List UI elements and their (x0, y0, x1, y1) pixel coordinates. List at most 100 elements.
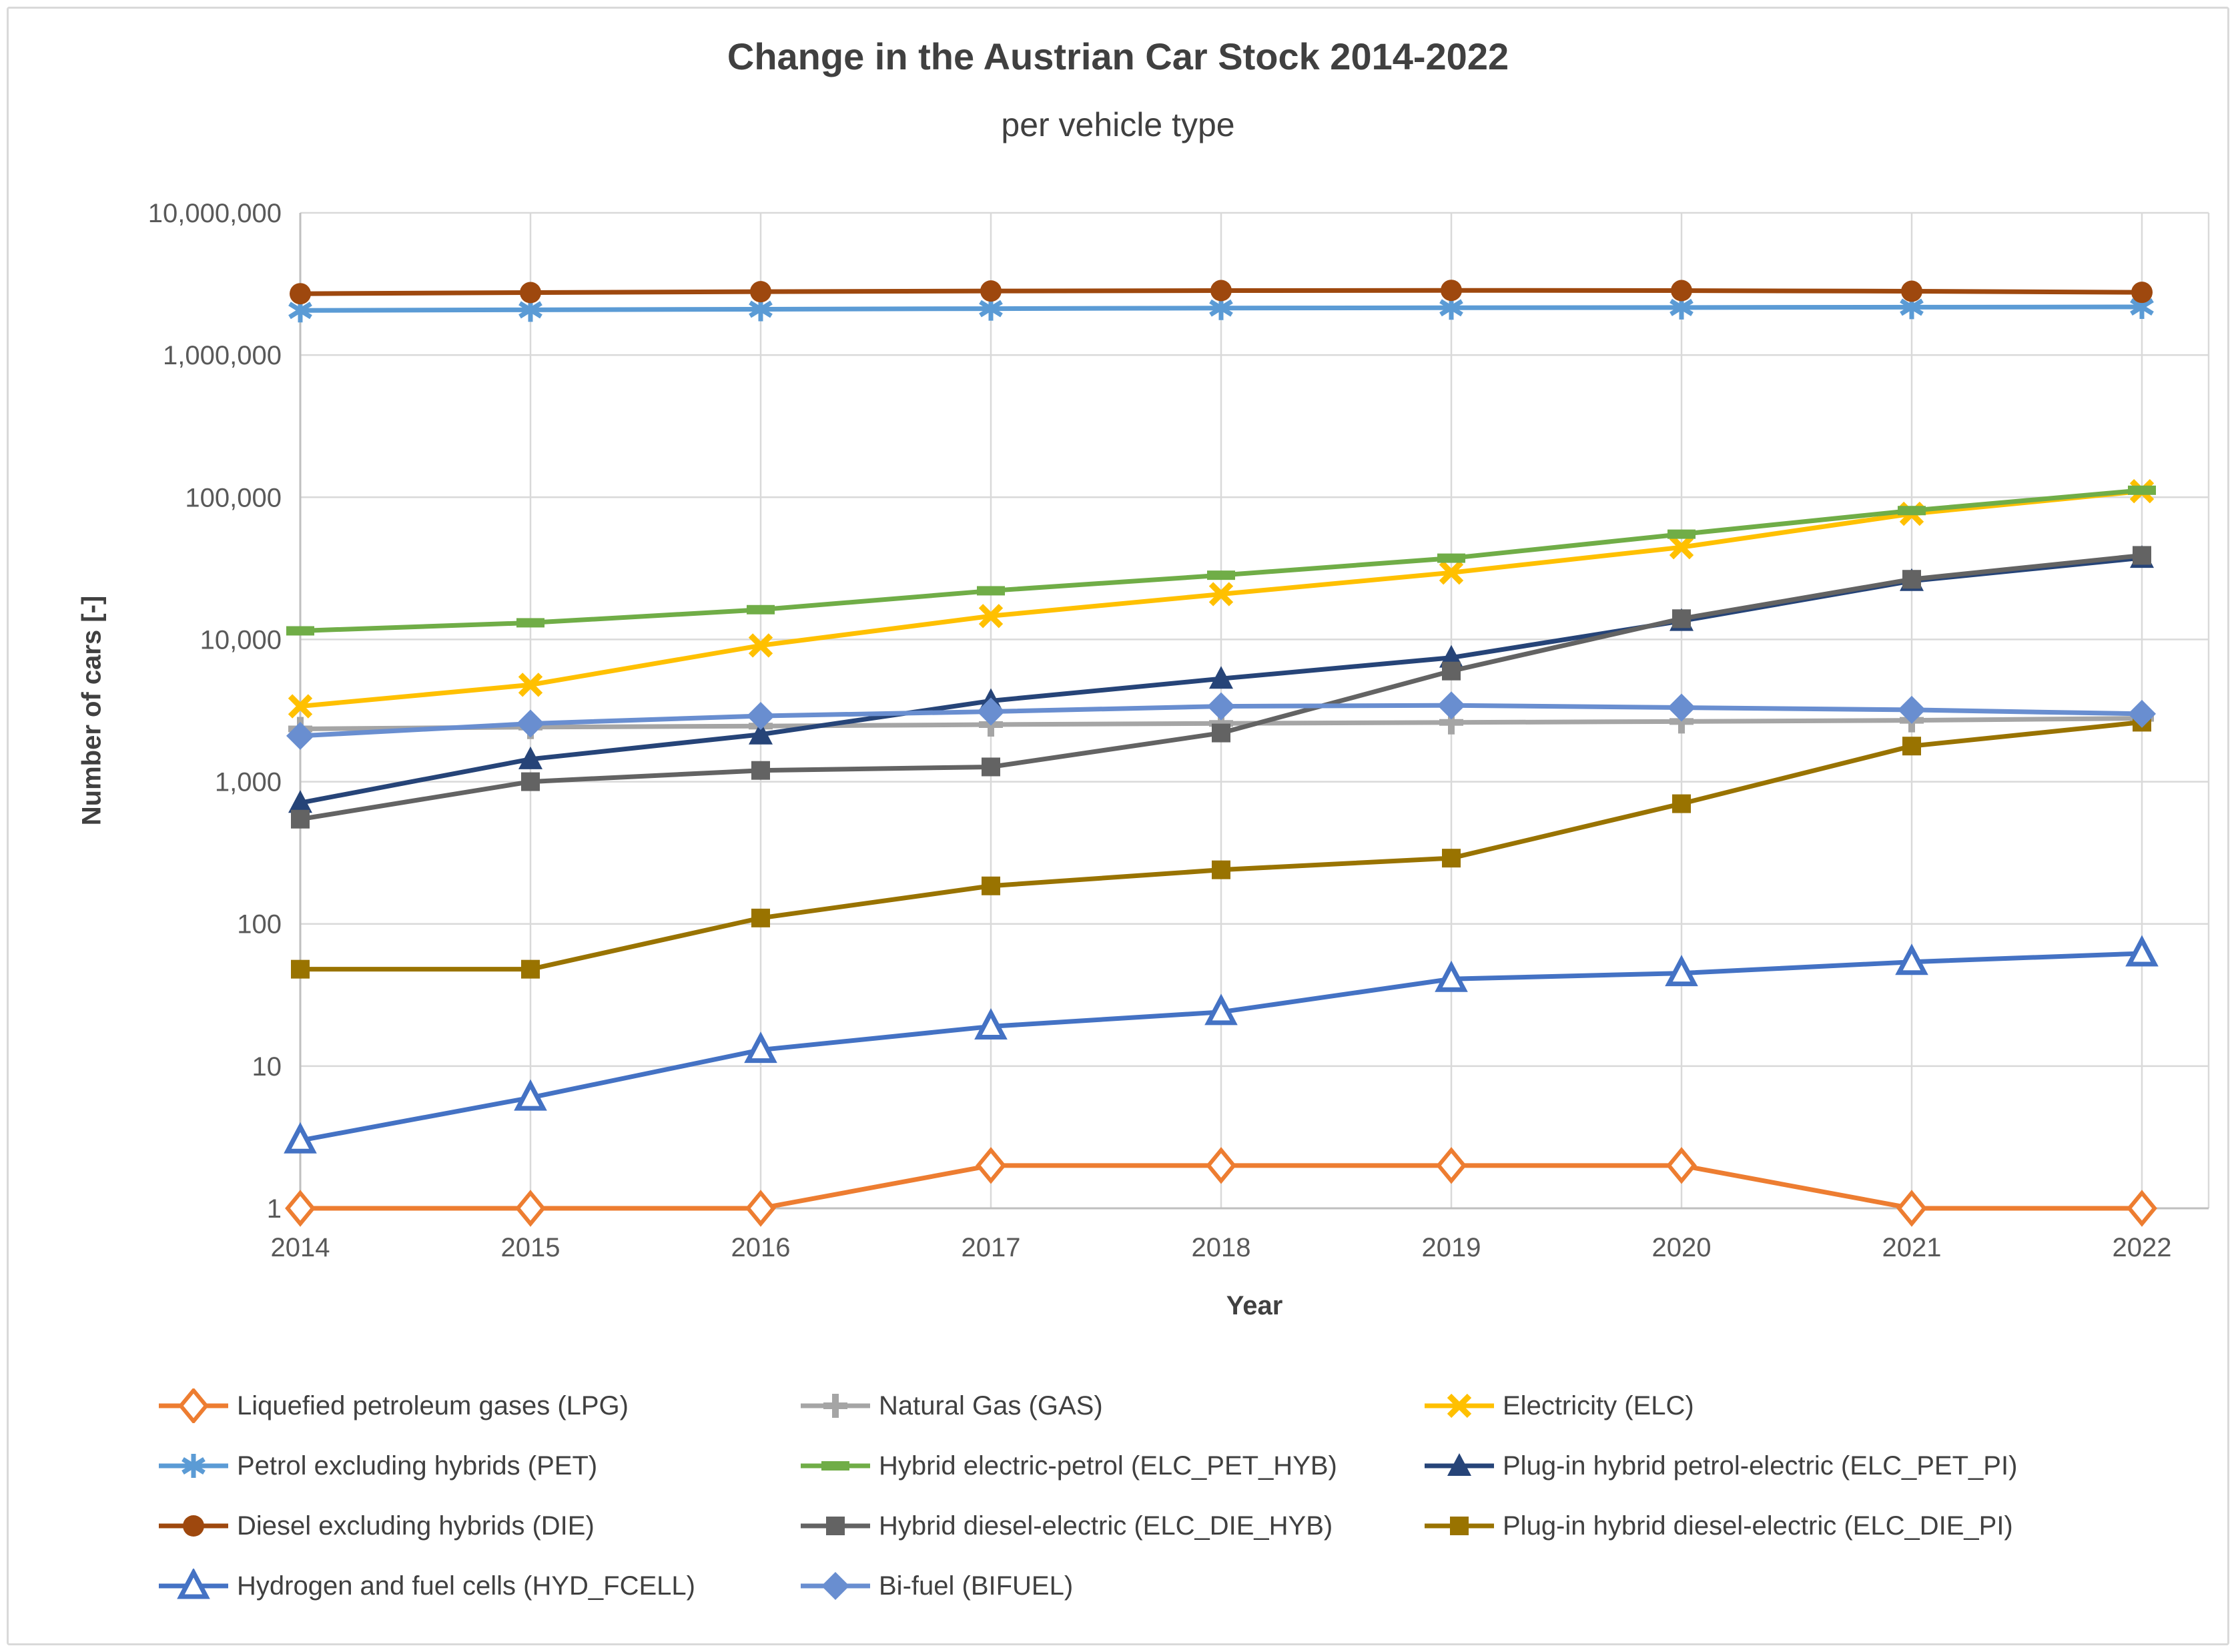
diamond-open-marker-icon (1666, 1147, 1697, 1184)
legend-marker-DIE (159, 1515, 228, 1537)
triangle-open-marker-icon (2125, 935, 2159, 967)
y-tick-label: 10,000,000 (148, 199, 282, 228)
x-marker-icon (518, 673, 543, 697)
triangle-open-marker-icon (1435, 960, 1468, 992)
legend-item-DIE: Diesel excluding hybrids (DIE) (157, 1507, 799, 1545)
diamond-marker-icon (286, 721, 314, 750)
square-marker-icon (521, 959, 540, 979)
y-tick-label: 100,000 (185, 483, 282, 512)
legend-marker-ELC_PET_HYB (801, 1461, 870, 1471)
series-ELC_PET_HYB (286, 485, 2156, 636)
square-marker-icon (291, 809, 310, 829)
line-chart: 1 10 100 1,000 10,000 100,000 1,000,000 10,000,… (148, 199, 2210, 1262)
triangle-marker-icon (518, 746, 542, 769)
square-marker-icon (1672, 609, 1691, 629)
legend-marker-PET (159, 1454, 228, 1478)
y-tick-label: 1,000 (215, 768, 282, 797)
diamond-open-marker-icon (1436, 1147, 1467, 1184)
triangle-open-marker-icon (974, 1007, 1008, 1040)
x-marker-icon (748, 633, 773, 658)
square-marker-icon (1212, 723, 1230, 743)
triangle-open-marker-icon (284, 1122, 317, 1154)
series-DIE (290, 280, 2153, 305)
legend-item-ELC_DIE_PI: Plug-in hybrid diesel-electric (ELC_DIE_… (1423, 1507, 2192, 1545)
circle-marker-icon (1901, 280, 1922, 302)
diamond-marker-icon (747, 702, 775, 731)
triangle-marker-icon (749, 721, 773, 745)
diamond-marker-icon (1207, 692, 1235, 721)
x-tick-label: 2019 (1422, 1233, 1481, 1262)
dash-marker-icon (286, 626, 314, 636)
legend-marker-ELC_DIE_PI (1425, 1517, 1494, 1535)
x-tick-label: 2015 (501, 1233, 561, 1262)
legend-marker-ELC (1425, 1393, 1494, 1418)
y-axis-title: Number of cars [-] (77, 595, 107, 826)
legend-label: Hybrid diesel-electric (ELC_DIE_HYB) (879, 1511, 1333, 1541)
series-ELC_DIE_PI (291, 713, 2151, 979)
legend-marker-LPG (159, 1388, 228, 1423)
plus-marker-icon (823, 1394, 847, 1418)
dash-marker-icon (1207, 570, 1235, 580)
x-marker-icon (978, 604, 1004, 629)
legend-marker-BIFUEL (801, 1572, 870, 1600)
x-tick-label: 2014 (271, 1233, 330, 1262)
square-marker-icon (1450, 1517, 1469, 1535)
triangle-open-marker-icon (514, 1079, 547, 1111)
series-PET (288, 295, 2154, 323)
dash-marker-icon (821, 1461, 849, 1471)
chart-title: Change in the Austrian Car Stock 2014-20… (727, 35, 1509, 77)
triangle-open-marker-icon (1895, 943, 1928, 975)
chart-legend: Liquefied petroleum gases (LPG) Natural G… (157, 1386, 2192, 1605)
legend-item-LPG: Liquefied petroleum gases (LPG) (157, 1386, 799, 1425)
y-tick-label: 10 (252, 1052, 282, 1082)
circle-marker-icon (1441, 280, 1462, 302)
square-marker-icon (1902, 737, 1921, 756)
dash-marker-icon (2128, 485, 2156, 495)
tick-labels: 1 10 100 1,000 10,000 100,000 1,000,000 10,000,… (148, 199, 2172, 1262)
legend-marker-ELC_PET_PI (1425, 1453, 1494, 1476)
legend-item-BIFUEL: Bi-fuel (BIFUEL) (799, 1567, 1423, 1605)
x-tick-label: 2020 (1652, 1233, 1712, 1262)
legend-marker-GAS (801, 1394, 870, 1418)
diamond-open-marker-icon (745, 1190, 776, 1227)
legend-label: Plug-in hybrid petrol-electric (ELC_PET_… (1503, 1451, 2018, 1481)
diamond-marker-icon (2128, 699, 2156, 728)
y-tick-label: 10,000 (200, 625, 282, 655)
series-ELC_DIE_HYB (291, 546, 2151, 829)
diamond-open-marker-icon (1206, 1147, 1236, 1184)
legend-item-ELC_DIE_HYB: Hybrid diesel-electric (ELC_DIE_HYB) (799, 1507, 1423, 1545)
x-tick-label: 2022 (2113, 1233, 2172, 1262)
dash-marker-icon (516, 618, 544, 628)
square-marker-icon (1442, 849, 1461, 868)
x-marker-icon (288, 694, 313, 719)
diamond-marker-icon (977, 697, 1005, 726)
diamond-marker-icon (1898, 695, 1926, 724)
legend-item-HYD_FCELL: Hydrogen and fuel cells (HYD_FCELL) (157, 1567, 799, 1605)
legend-label: Liquefied petroleum gases (LPG) (237, 1390, 629, 1420)
triangle-open-marker-icon (744, 1031, 777, 1064)
square-marker-icon (982, 757, 1000, 777)
square-marker-icon (1212, 860, 1230, 879)
diamond-open-marker-icon (515, 1190, 546, 1227)
square-marker-icon (751, 761, 770, 780)
diamond-open-marker-icon (976, 1147, 1006, 1184)
legend-label: Plug-in hybrid diesel-electric (ELC_DIE_… (1503, 1511, 2013, 1541)
circle-marker-icon (1671, 280, 1692, 302)
legend-label: Petrol excluding hybrids (PET) (237, 1451, 598, 1481)
chart-subtitle: per vehicle type (1001, 106, 1235, 143)
triangle-marker-icon (288, 790, 312, 813)
asterisk-marker-icon (181, 1454, 206, 1478)
circle-marker-icon (520, 282, 541, 304)
x-tick-label: 2018 (1192, 1233, 1251, 1262)
diamond-marker-icon (1437, 691, 1465, 720)
legend-label: Natural Gas (GAS) (879, 1390, 1103, 1420)
triangle-open-marker-icon (1204, 993, 1238, 1025)
series-BIFUEL (286, 691, 2156, 750)
diamond-marker-icon (516, 709, 544, 738)
triangle-open-marker-icon (177, 1569, 210, 1599)
circle-marker-icon (980, 280, 1002, 302)
diamond-open-marker-icon (178, 1388, 209, 1423)
legend-item-ELC: Electricity (ELC) (1423, 1386, 2192, 1425)
circle-marker-icon (290, 283, 311, 305)
dash-marker-icon (1667, 529, 1696, 539)
